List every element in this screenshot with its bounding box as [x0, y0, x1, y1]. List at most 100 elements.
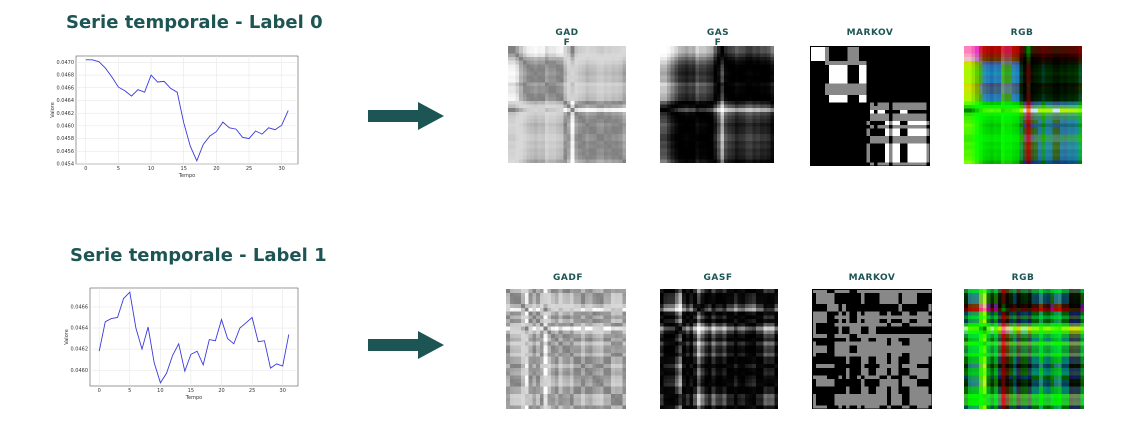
pixel-cell: [1045, 53, 1049, 58]
pixel-cell: [607, 352, 612, 357]
pixel-cell: [922, 158, 927, 163]
pixel-cell: [603, 356, 608, 361]
pixel-cell: [1019, 138, 1024, 142]
pixel-cell: [509, 289, 514, 293]
pixel-cell: [599, 311, 604, 316]
pixel-cell: [810, 49, 814, 54]
pixel-cell: [600, 78, 604, 83]
pixel-cell: [530, 75, 534, 79]
pixel-cell: [731, 119, 735, 123]
pixel-cell: [684, 89, 689, 94]
pixel-cell: [537, 53, 542, 58]
y-tick-label: 0.0462: [71, 347, 89, 353]
pixel-cell: [592, 108, 597, 112]
pixel-cell: [855, 128, 859, 133]
pixel-cell: [724, 100, 728, 105]
pixel-cell: [508, 49, 512, 54]
pixel-cell: [1063, 71, 1068, 76]
pixel-cell: [589, 159, 593, 163]
pixel-cell: [892, 147, 897, 152]
pixel-cell: [548, 67, 553, 72]
pixel-cell: [702, 111, 707, 116]
pixel-cell: [1015, 97, 1020, 102]
pixel-cell: [562, 360, 567, 365]
pixel-cell: [699, 67, 703, 72]
pixel-cell: [551, 330, 555, 335]
pixel-cell: [1011, 68, 1016, 72]
pixel-cell: [881, 87, 886, 92]
pixel-cell: [836, 124, 841, 129]
pixel-cell: [731, 89, 735, 94]
pixel-cell: [1015, 75, 1020, 80]
pixel-cell: [997, 60, 1001, 65]
pixel-cell: [603, 159, 608, 163]
pixel-cell: [558, 375, 563, 380]
pixel-cell: [589, 115, 593, 120]
pixel-cell: [997, 149, 1001, 154]
pixel-cell: [563, 133, 568, 138]
pixel-cell: [1063, 46, 1068, 50]
pixel-cell: [877, 109, 882, 114]
pixel-cell: [877, 124, 882, 129]
pixel-cell: [964, 79, 968, 83]
pixel-cell: [840, 143, 844, 148]
pixel-cell: [670, 67, 675, 72]
pixel-cell: [900, 136, 904, 140]
pixel-cell: [600, 111, 604, 116]
pixel-cell: [810, 53, 814, 58]
pixel-cell: [1059, 156, 1064, 161]
pixel-cell: [684, 86, 689, 90]
pixel-cell: [588, 356, 593, 361]
pixel-cell: [877, 64, 882, 69]
pixel-cell: [918, 79, 923, 84]
pixel-cell: [670, 130, 675, 134]
pixel-cell: [543, 292, 548, 297]
pixel-cell: [866, 72, 871, 77]
pixel-cell: [964, 127, 968, 131]
pixel-cell: [997, 160, 1001, 164]
pixel-cell: [1023, 145, 1027, 150]
pixel-cell: [670, 97, 675, 101]
pixel-cell: [614, 126, 619, 131]
pixel-cell: [741, 141, 746, 145]
pixel-cell: [515, 104, 520, 109]
pixel-cell: [724, 155, 728, 160]
pixel-cell: [552, 141, 557, 145]
pixel-cell: [554, 319, 559, 323]
pixel-cell: [843, 79, 848, 84]
pixel-cell: [670, 119, 675, 123]
pixel-cell: [519, 93, 523, 98]
pixel-cell: [528, 322, 533, 327]
pixel-cell: [533, 104, 538, 109]
pixel-cell: [993, 149, 998, 154]
pixel-cell: [706, 119, 710, 123]
pixel-cell: [536, 371, 540, 376]
pixel-cell: [1074, 112, 1079, 117]
pixel-cell: [607, 126, 612, 131]
pixel-cell: [596, 122, 601, 127]
pixel-cell: [731, 93, 735, 98]
pixel-cell: [603, 86, 608, 90]
pixel-cell: [851, 68, 856, 73]
pixel-cell: [508, 53, 512, 58]
pixel-cell: [596, 64, 601, 69]
pixel-cell: [618, 330, 623, 335]
pixel-cell: [592, 148, 597, 153]
pixel-cell: [1037, 68, 1042, 72]
pixel-cell: [1037, 156, 1042, 161]
pixel-cell: [717, 93, 721, 98]
pixel-cell: [577, 296, 582, 301]
pixel-cell: [745, 108, 750, 112]
pixel-cell: [858, 154, 863, 159]
pixel-cell: [667, 89, 671, 94]
pixel-cell: [1030, 82, 1035, 87]
pixel-cell: [1074, 68, 1079, 72]
pixel-cell: [922, 121, 927, 125]
pixel-cell: [618, 137, 623, 142]
pixel-cell: [547, 292, 552, 297]
pixel-cell: [603, 155, 608, 160]
pixel-cell: [692, 137, 696, 142]
pixel-cell: [555, 100, 560, 105]
pixel-cell: [720, 144, 725, 149]
pixel-cell: [971, 68, 976, 72]
